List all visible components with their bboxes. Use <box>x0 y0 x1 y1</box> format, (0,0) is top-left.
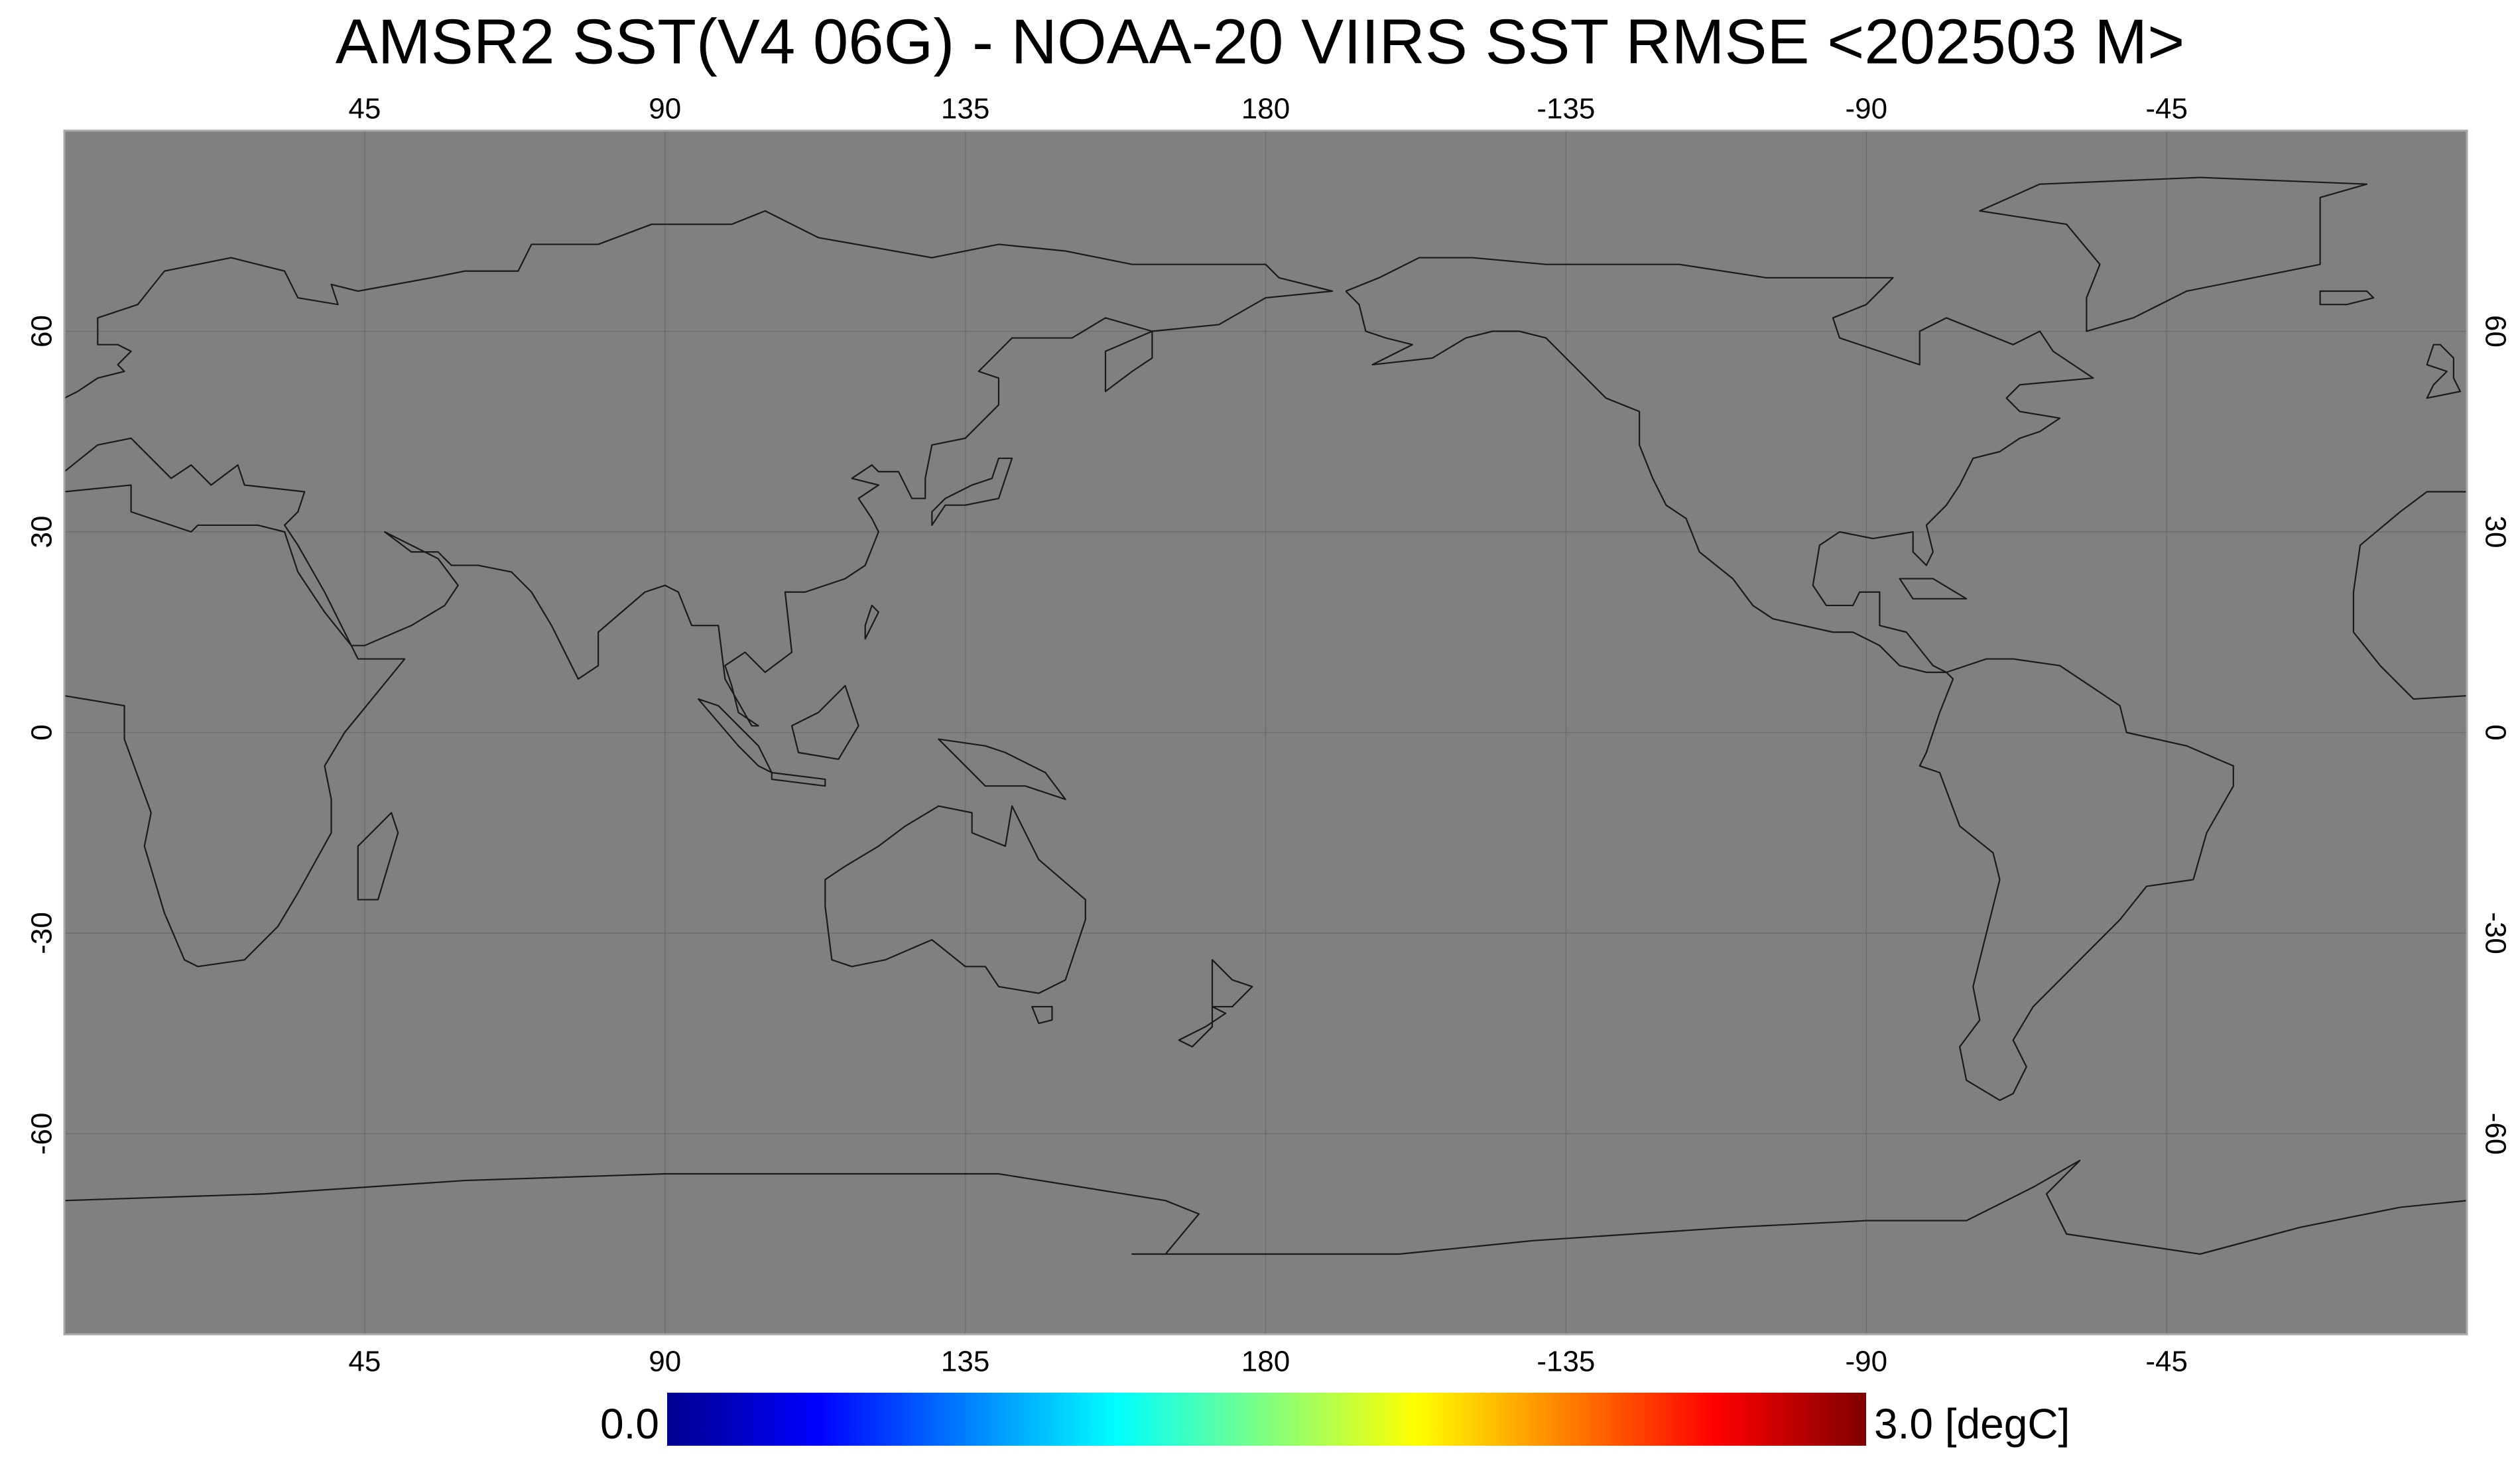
coastline <box>1346 258 2093 672</box>
y-tick-label: -30 <box>2479 912 2511 954</box>
y-tick-label: -60 <box>2479 1113 2511 1155</box>
x-tick-label: -90 <box>1845 1346 1887 1378</box>
chart-title: AMSR2 SST(V4 06G) - NOAA-20 VIIRS SST RM… <box>336 6 2185 77</box>
coastline <box>792 686 859 759</box>
coastline <box>825 806 1085 993</box>
x-tick-label: 90 <box>649 1346 681 1378</box>
x-tick-label: 90 <box>649 93 681 125</box>
x-tick-label: -45 <box>2145 93 2188 125</box>
colorbar-gradient <box>667 1393 1866 1446</box>
coastline <box>2320 291 2374 304</box>
coastline <box>1900 579 1967 599</box>
map-frame <box>63 129 2468 1336</box>
y-tick-label: -60 <box>26 1113 58 1155</box>
y-tick-label: 0 <box>26 724 58 740</box>
coastline <box>64 485 405 966</box>
x-tick-label: 45 <box>348 93 381 125</box>
x-tick-label: -135 <box>1537 93 1595 125</box>
x-tick-label: 135 <box>941 1346 989 1378</box>
coastline <box>1980 178 2367 332</box>
colorbar-max-label: 3.0 [degC] <box>1874 1400 2070 1448</box>
x-tick-label: 135 <box>941 93 989 125</box>
y-tick-label: -30 <box>26 912 58 954</box>
colorbar: 0.0 3.0 [degC] <box>600 1393 2070 1448</box>
tick-labels: 45 45 90 90 135 135 180 180 -135 -135 -90 -90 -45 -45… <box>26 93 2512 1378</box>
colorbar-min-label: 0.0 <box>600 1400 659 1448</box>
coastline <box>1179 960 1253 1047</box>
x-tick-label: 45 <box>348 1346 381 1378</box>
y-tick-label: 0 <box>2479 724 2511 740</box>
coastline <box>1920 659 2234 1101</box>
coastline <box>2427 345 2460 399</box>
grid <box>64 131 2467 1334</box>
y-tick-label: 30 <box>2479 516 2511 548</box>
x-tick-label: -90 <box>1845 93 1887 125</box>
coastline <box>1032 1007 1052 1023</box>
y-tick-label: 30 <box>26 516 58 548</box>
coastline <box>64 1161 2467 1254</box>
coastline <box>64 211 1332 726</box>
coastline <box>772 773 826 786</box>
coastline-group <box>64 178 2467 1254</box>
x-tick-label: -135 <box>1537 1346 1595 1378</box>
x-tick-label: 180 <box>1241 93 1290 125</box>
coastline <box>2354 492 2467 700</box>
y-tick-label: 60 <box>26 315 58 348</box>
coastlines <box>64 178 2467 1254</box>
coastline <box>865 605 879 639</box>
coastline <box>358 813 398 900</box>
coastline <box>938 739 1065 800</box>
x-tick-label: -45 <box>2145 1346 2188 1378</box>
y-tick-label: 60 <box>2479 315 2511 348</box>
x-tick-label: 180 <box>1241 1346 1290 1378</box>
coastline <box>932 458 1012 525</box>
